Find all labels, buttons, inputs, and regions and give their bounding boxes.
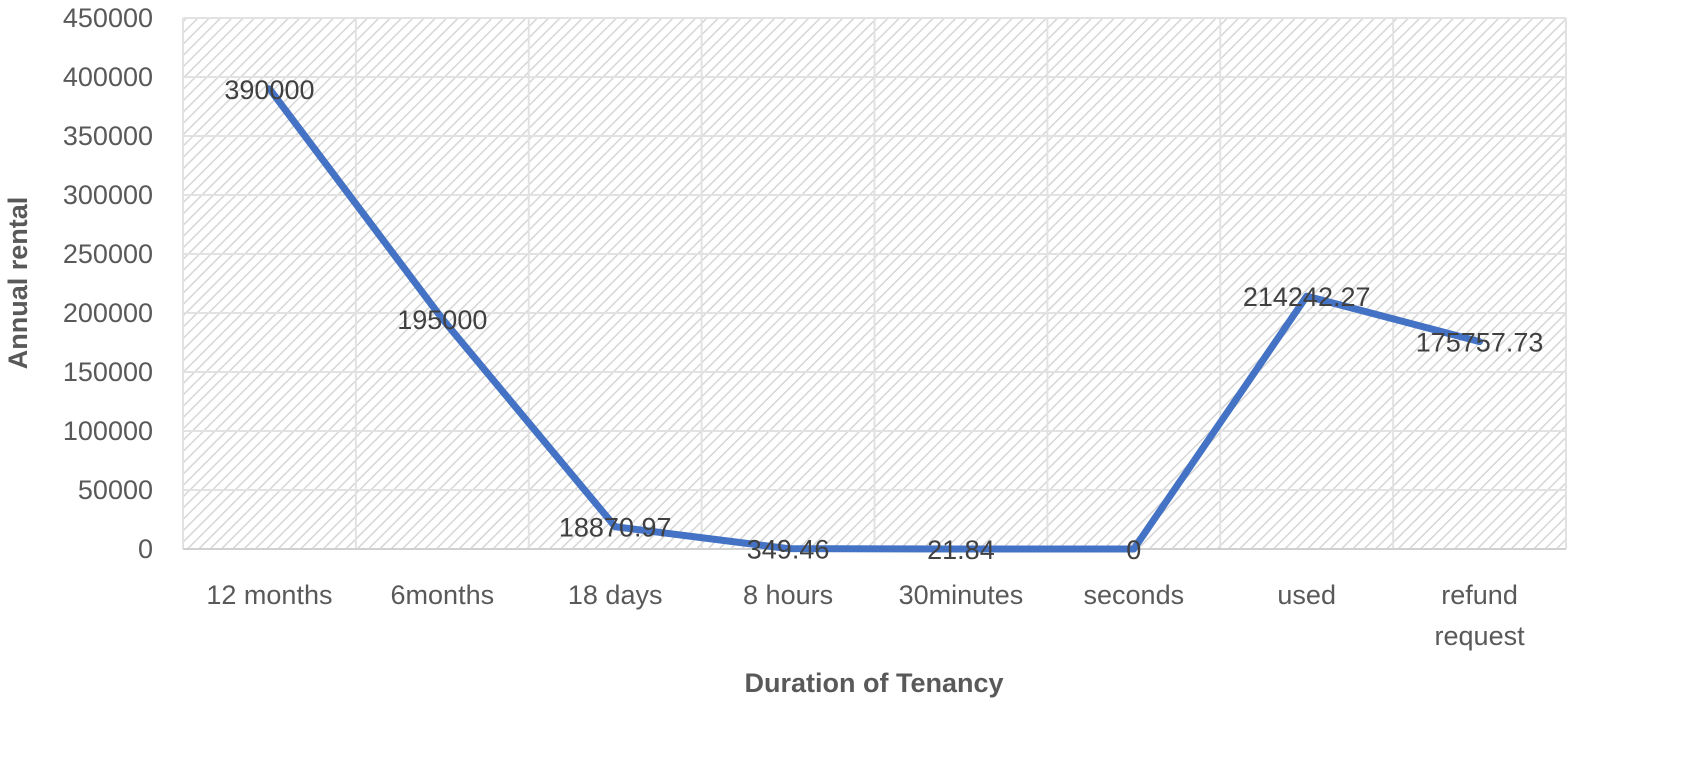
- x-tick-label: 12 months: [206, 580, 332, 610]
- x-tick-label: 18 days: [568, 580, 663, 610]
- data-label: 0: [1126, 535, 1141, 565]
- data-label: 175757.73: [1416, 328, 1544, 358]
- series-line: [265, 85, 1484, 553]
- x-tick-label: 6months: [391, 580, 495, 610]
- y-tick-label: 150000: [63, 357, 153, 387]
- data-label: 349.46: [747, 535, 830, 565]
- data-label: 21.84: [927, 535, 995, 565]
- x-tick-label: seconds: [1084, 580, 1185, 610]
- data-label: 18870.97: [559, 513, 672, 543]
- y-tick-label: 250000: [63, 239, 153, 269]
- y-tick-label: 0: [138, 534, 153, 564]
- y-tick-label: 400000: [63, 62, 153, 92]
- gridlines: [182, 17, 1567, 550]
- data-label: 390000: [224, 75, 314, 105]
- x-axis-ticks: 12 months 6months 18 days 8 hours 30minutes s…: [206, 580, 1525, 651]
- y-axis-ticks: 0 50000 100000 150000 200000 250000 300000 3500…: [63, 3, 153, 564]
- y-axis-title: Annual rental: [3, 197, 33, 370]
- y-tick-label: 300000: [63, 180, 153, 210]
- y-tick-label: 50000: [78, 475, 153, 505]
- x-tick-label: refund request: [1435, 580, 1526, 651]
- x-tick-label: used: [1277, 580, 1336, 610]
- data-label: 214242.27: [1243, 282, 1371, 312]
- y-tick-label: 100000: [63, 416, 153, 446]
- x-axis-title: Duration of Tenancy: [744, 668, 1003, 698]
- x-tick-label: 30minutes: [899, 580, 1024, 610]
- y-tick-label: 450000: [63, 3, 153, 33]
- y-tick-label: 350000: [63, 121, 153, 151]
- x-tick-label: 8 hours: [743, 580, 833, 610]
- data-labels: 390000 195000 18870.97 349.46 21.84 0 214242.2…: [224, 75, 1543, 565]
- data-label: 195000: [397, 305, 487, 335]
- y-tick-label: 200000: [63, 298, 153, 328]
